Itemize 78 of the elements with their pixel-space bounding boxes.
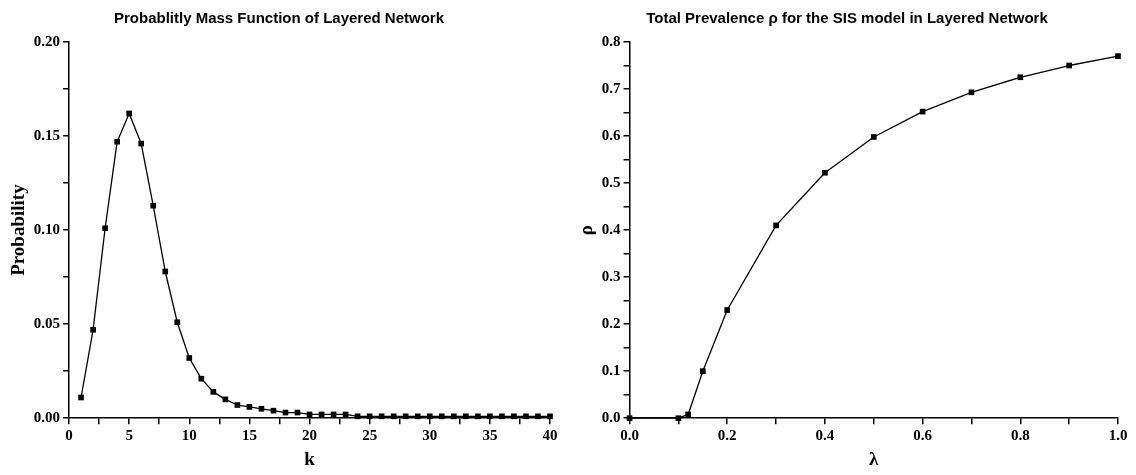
- chart-title: Total Prevalence ρ for the SIS model in Layered Network: [646, 9, 1049, 27]
- x-tick-label: 25: [362, 427, 378, 444]
- point: [547, 413, 553, 420]
- x-tick-label: 0.2: [717, 427, 737, 444]
- point: [126, 110, 132, 117]
- point: [210, 389, 217, 395]
- x-axis-title: k: [304, 447, 316, 469]
- point: [685, 411, 691, 418]
- x-tick-label: 5: [125, 427, 133, 444]
- point: [354, 413, 361, 420]
- point: [138, 140, 145, 147]
- y-tick-label: 0.8: [601, 32, 621, 49]
- point: [773, 222, 779, 229]
- point: [699, 368, 706, 374]
- point: [870, 134, 877, 140]
- y-axis-title: ρ: [575, 225, 597, 236]
- point: [90, 326, 96, 333]
- point: [1017, 74, 1024, 81]
- point: [258, 405, 265, 412]
- point: [487, 413, 493, 420]
- point: [162, 268, 169, 275]
- point: [475, 413, 481, 420]
- x-tick-label: 40: [542, 427, 558, 444]
- x-tick-label: 1.0: [1108, 427, 1128, 444]
- x-tick-label: 10: [181, 427, 197, 444]
- point: [414, 413, 421, 420]
- point: [402, 413, 409, 420]
- x-tick-label: 35: [482, 427, 498, 444]
- x-tick-label: 0.6: [913, 427, 933, 444]
- point: [822, 169, 828, 176]
- y-tick-label: 0.7: [601, 79, 622, 96]
- point: [426, 413, 433, 420]
- point: [174, 319, 181, 326]
- point: [1115, 53, 1121, 59]
- point: [270, 407, 277, 414]
- point: [114, 138, 120, 145]
- point: [499, 413, 505, 420]
- point: [511, 413, 517, 420]
- y-tick-label: 0.20: [33, 32, 61, 49]
- y-tick-label: 0.0: [601, 409, 621, 426]
- y-tick-label: 0.2: [601, 315, 621, 332]
- point: [234, 402, 241, 408]
- x-tick-label: 30: [422, 427, 438, 444]
- y-tick-label: 0.15: [33, 126, 61, 143]
- point: [366, 413, 373, 420]
- chart-title: Probablitly Mass Function of Layered Network: [113, 9, 445, 27]
- point: [78, 394, 84, 401]
- y-tick-label: 0.10: [33, 220, 61, 237]
- point: [102, 225, 108, 232]
- point: [1066, 62, 1072, 69]
- y-axis-title: Probability: [7, 183, 29, 276]
- x-axis-title: λ: [869, 447, 880, 469]
- y-tick-label: 0.5: [601, 173, 621, 190]
- point: [378, 413, 385, 420]
- x-tick-label: 20: [302, 427, 318, 444]
- x-tick-label: 0: [65, 427, 73, 444]
- point: [186, 355, 193, 361]
- point: [390, 413, 397, 420]
- y-tick-label: 0.6: [601, 126, 622, 143]
- x-tick-label: 0.0: [620, 427, 639, 444]
- y-tick-label: 0.3: [601, 268, 621, 284]
- point: [246, 404, 253, 410]
- point: [724, 307, 731, 313]
- point: [463, 413, 469, 420]
- point: [535, 413, 541, 420]
- point: [150, 202, 157, 209]
- point: [438, 413, 445, 420]
- y-tick-label: 0.00: [33, 409, 61, 426]
- x-tick-label: 15: [241, 427, 257, 444]
- point: [450, 413, 457, 420]
- x-tick-label: 0.4: [815, 427, 835, 444]
- point: [198, 375, 205, 382]
- point: [523, 413, 529, 420]
- y-tick-label: 0.4: [601, 220, 622, 237]
- point: [968, 89, 975, 96]
- y-tick-label: 0.1: [601, 362, 621, 379]
- x-tick-label: 0.8: [1010, 427, 1030, 444]
- y-tick-label: 0.05: [33, 315, 61, 332]
